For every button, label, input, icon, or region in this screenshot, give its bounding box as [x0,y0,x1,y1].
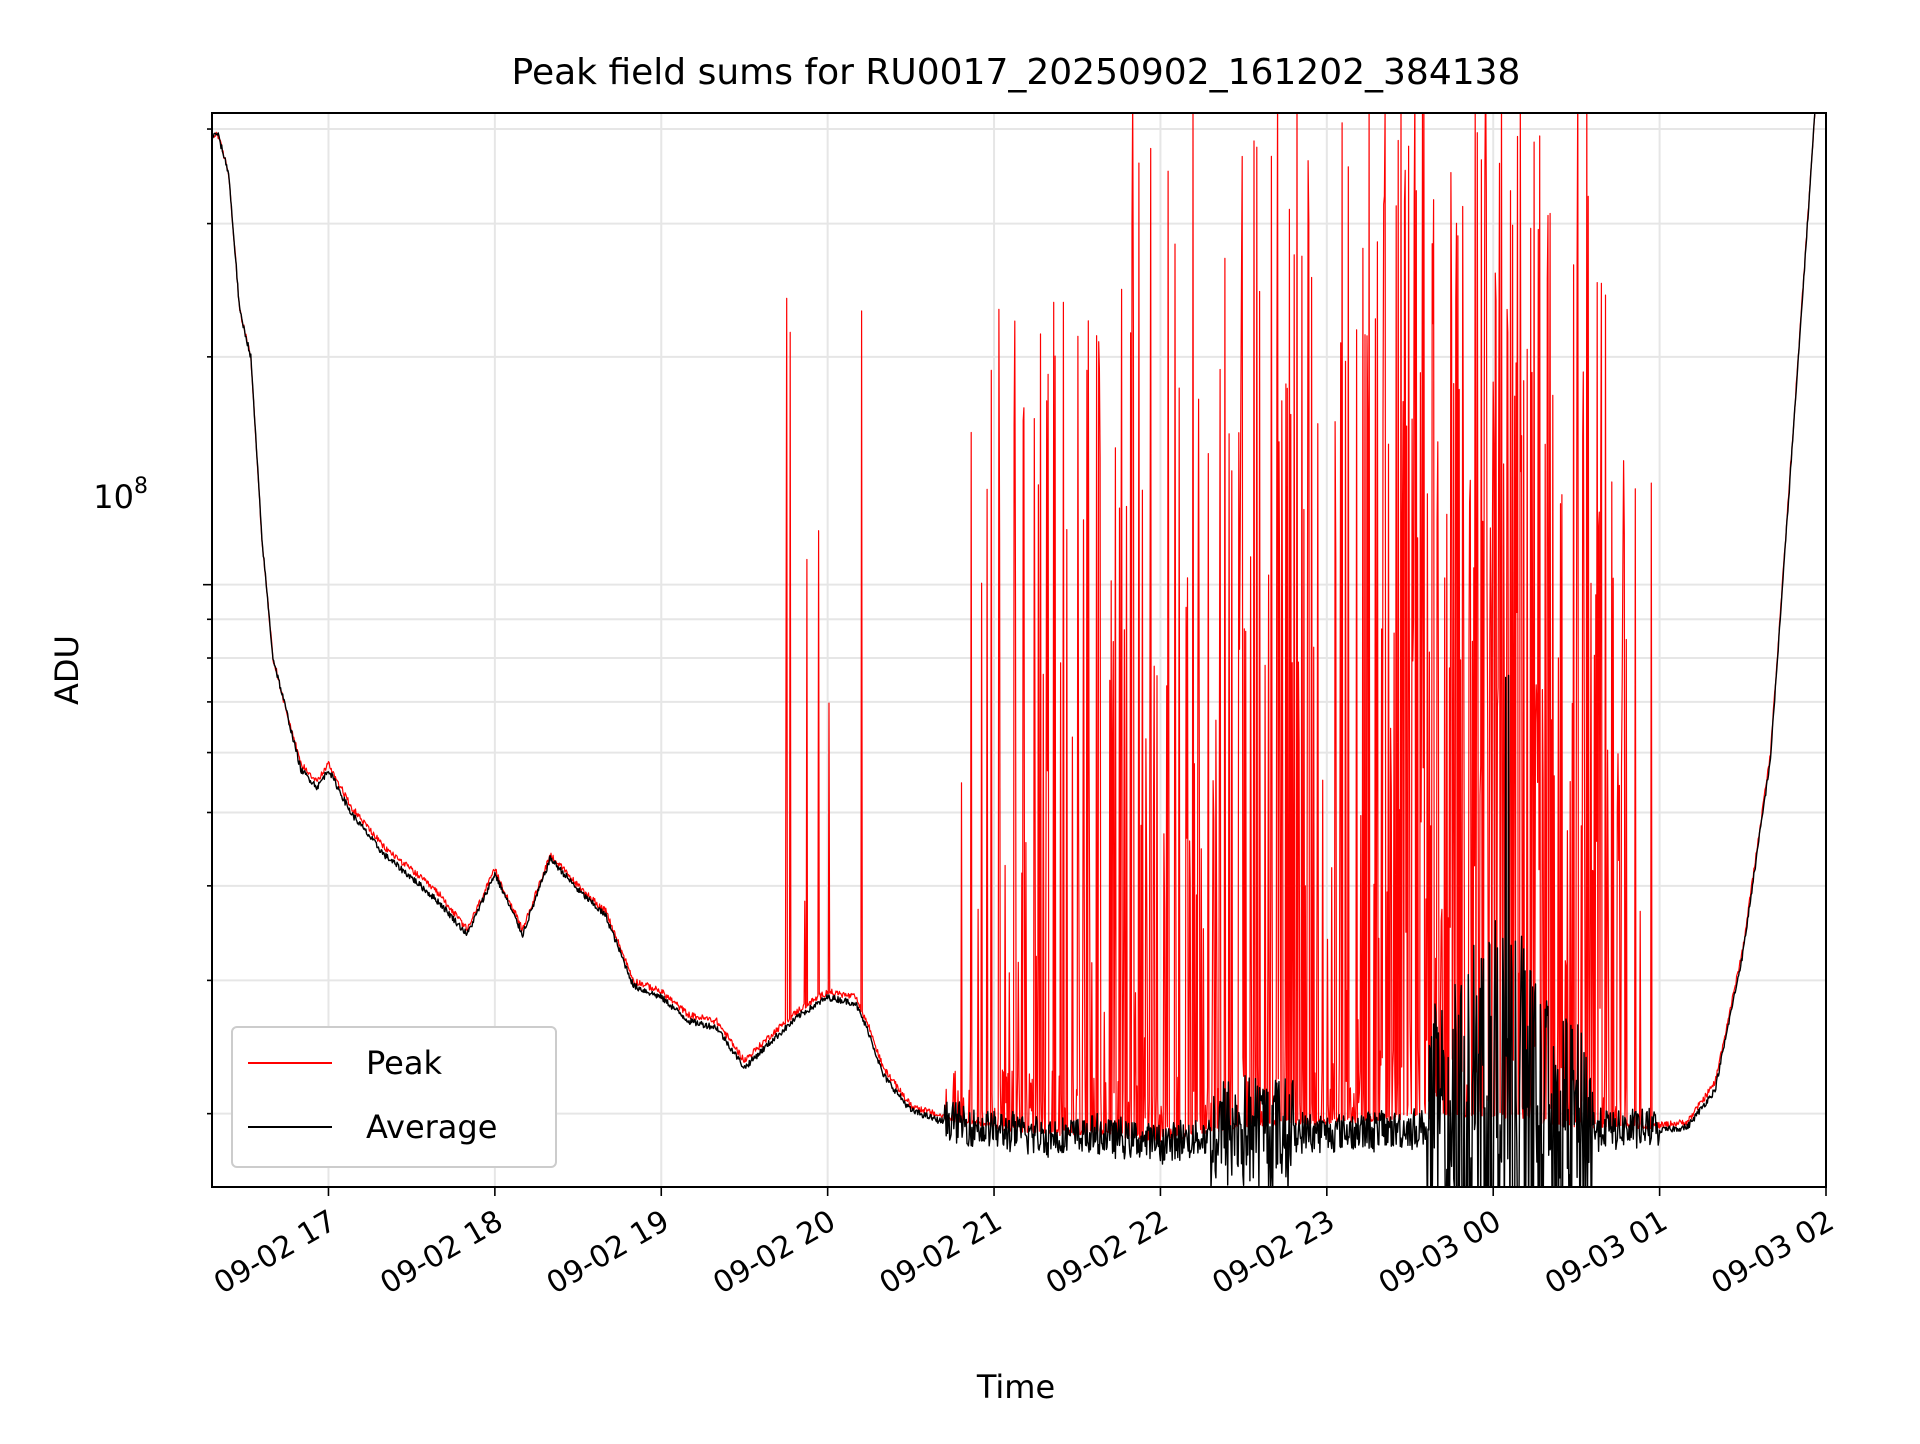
plot-frame [211,112,1827,1188]
x-axis-label: Time [976,1368,1055,1406]
legend: Peak Average [231,1026,557,1168]
y-tick-base: 10 [93,478,134,516]
y-tick-exponent: 8 [134,474,148,499]
y-axis-label: ADU [48,635,86,705]
series-line-average [212,113,1816,1187]
series-line-peak [212,113,1816,1143]
chart-title: Peak field sums for RU0017_20250902_1612… [512,52,1521,93]
y-tick-label-1e8: 108 [93,474,148,516]
svg-text:108: 108 [93,474,148,516]
series-layer [212,113,1816,1187]
legend-label-average: Average [366,1108,497,1146]
legend-label-peak: Peak [366,1044,442,1082]
